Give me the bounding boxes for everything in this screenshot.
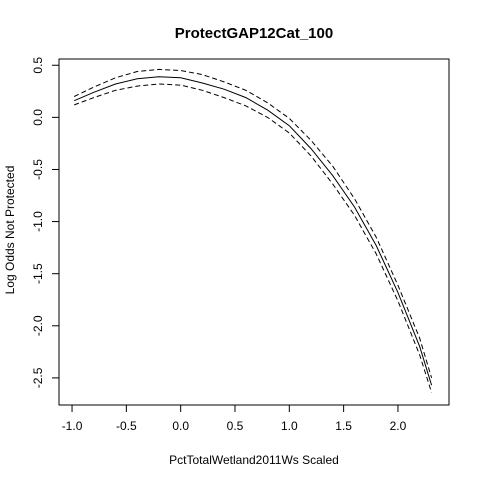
- x-tick-label: 1.0: [281, 419, 298, 433]
- y-axis: 0.5 0.0 -0.5 -1.0 -1.5 -2.0 -2.5: [31, 57, 60, 388]
- x-tick-label: -0.5: [116, 419, 137, 433]
- x-tick-label: 0.0: [172, 419, 189, 433]
- y-tick-label: -1.5: [31, 263, 45, 284]
- confidence-band-line: [74, 83, 433, 393]
- x-tick-label: 1.5: [335, 419, 352, 433]
- y-tick-label: -2.0: [31, 315, 45, 336]
- x-tick-label: 2.0: [390, 419, 407, 433]
- series-layer: [73, 68, 433, 393]
- y-tick-label: 0.0: [31, 109, 45, 126]
- y-tick-label: -1.0: [31, 211, 45, 232]
- x-axis-label: PctTotalWetland2011Ws Scaled: [169, 453, 339, 467]
- x-tick-label: -1.0: [62, 419, 83, 433]
- x-tick-label: 0.5: [227, 419, 244, 433]
- confidence-band-line: [73, 68, 433, 379]
- chart-title: ProtectGAP12Cat_100: [175, 25, 333, 42]
- y-tick-label: 0.5: [31, 57, 45, 74]
- fit-line: [74, 76, 433, 386]
- y-tick-label: -2.5: [31, 367, 45, 388]
- x-axis: -1.0 -0.5 0.0 0.5 1.0 1.5 2.0: [62, 404, 407, 433]
- y-axis-label: Log Odds Not Protected: [3, 166, 17, 295]
- y-tick-label: -0.5: [31, 159, 45, 180]
- plot-frame: [58, 58, 450, 406]
